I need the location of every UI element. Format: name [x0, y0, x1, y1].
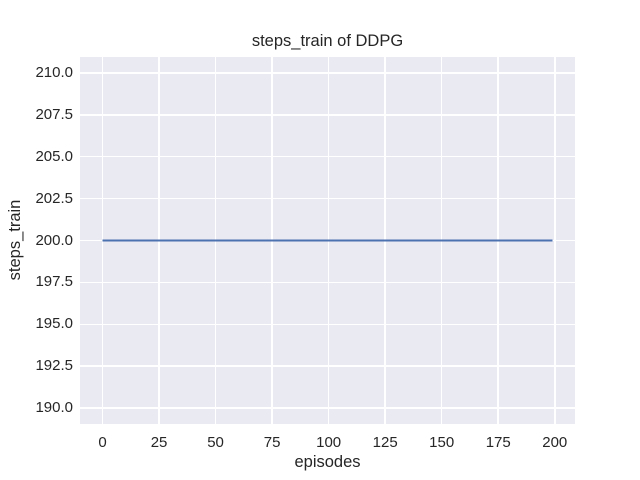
y-tick-label: 197.5 — [35, 273, 73, 291]
x-tick-label: 0 — [98, 434, 107, 451]
horizontal-gridline — [80, 114, 575, 116]
plot-area — [80, 57, 575, 424]
chart-title: steps_train of DDPG — [251, 32, 404, 50]
x-tick-label: 125 — [372, 434, 398, 451]
y-tick-label: 195.0 — [35, 315, 73, 333]
horizontal-gridline — [80, 407, 575, 409]
y-tick-label: 207.5 — [35, 105, 73, 123]
horizontal-gridline — [80, 323, 575, 326]
series-layer — [102, 239, 553, 242]
horizontal-gridline — [80, 72, 575, 74]
horizontal-gridline — [80, 197, 575, 200]
horizontal-gridline — [80, 155, 575, 158]
x-tick-label: 25 — [150, 434, 168, 451]
x-tick-label: 150 — [429, 434, 455, 451]
y-tick-label: 190.0 — [35, 399, 73, 417]
x-tick-label: 100 — [316, 434, 342, 451]
y-tick-label: 200.0 — [35, 231, 73, 249]
x-axis-label: episodes — [294, 453, 361, 471]
horizontal-gridline — [80, 281, 575, 284]
x-tick-label: 200 — [542, 434, 568, 451]
x-tick-label: 75 — [263, 434, 281, 451]
y-tick-label: 205.0 — [35, 147, 73, 165]
y-tick-label: 210.0 — [35, 63, 73, 81]
horizontal-gridline — [80, 365, 575, 367]
y-tick-label: 192.5 — [35, 357, 73, 375]
x-tick-label: 175 — [485, 434, 511, 451]
x-tick-label: 50 — [207, 434, 224, 451]
y-tick-label: 202.5 — [35, 189, 73, 207]
